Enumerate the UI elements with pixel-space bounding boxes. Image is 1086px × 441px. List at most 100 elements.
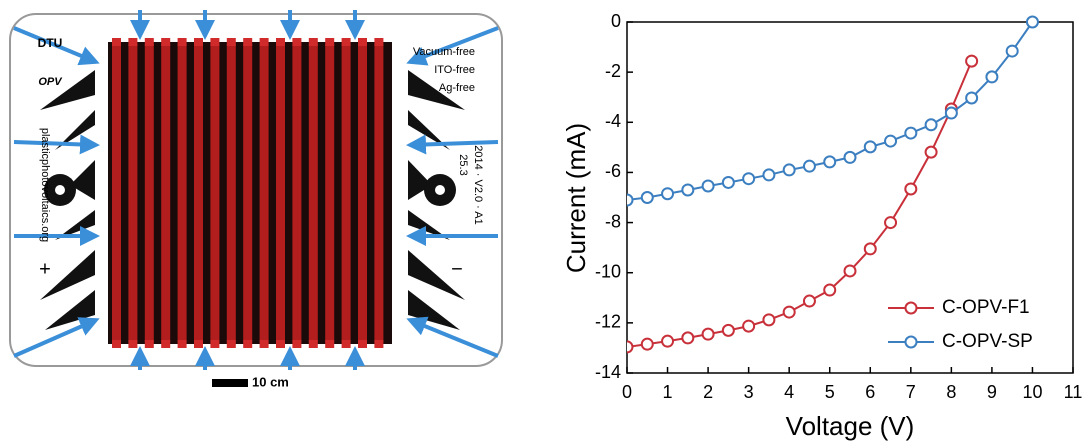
point — [924, 145, 938, 159]
point — [762, 168, 776, 182]
tab — [144, 38, 154, 46]
point — [802, 159, 816, 173]
point — [1005, 44, 1019, 58]
logo-sub: OPV — [38, 76, 63, 88]
plot-frame — [626, 21, 1074, 374]
tab — [161, 340, 171, 348]
minus: − — [451, 258, 463, 280]
tab — [243, 38, 253, 46]
x-tick-label: 4 — [784, 382, 794, 402]
y-tick-label: -6 — [605, 161, 621, 181]
point — [681, 183, 695, 197]
tab — [259, 38, 269, 46]
tab — [308, 340, 318, 348]
y-tick-label: -12 — [595, 312, 621, 332]
legend-marker — [904, 301, 918, 315]
x-axis-label: Voltage (V) — [786, 411, 915, 441]
x-tick-label: 2 — [703, 382, 713, 402]
x-tick-label: 6 — [865, 382, 875, 402]
scale-bar — [212, 379, 248, 387]
logo: DTU — [38, 36, 63, 50]
point — [742, 319, 756, 333]
point — [701, 179, 715, 193]
strip — [276, 44, 285, 342]
tab — [358, 38, 367, 46]
tab — [243, 340, 253, 348]
tab — [276, 340, 285, 348]
tab — [112, 38, 121, 46]
tab — [325, 38, 335, 46]
point — [904, 182, 918, 196]
point — [782, 163, 796, 177]
strip — [128, 44, 138, 342]
point — [924, 118, 938, 132]
version: 2014 · V2.0 · A1 — [472, 145, 484, 225]
strip — [292, 44, 302, 342]
arrows — [13, 10, 499, 370]
point — [782, 305, 796, 319]
y-tick-label: -2 — [605, 61, 621, 81]
strip — [210, 44, 220, 342]
plot-area — [627, 15, 1039, 354]
x-tick-label: 3 — [744, 382, 754, 402]
strip — [144, 44, 154, 342]
tab — [374, 340, 384, 348]
point — [863, 140, 877, 154]
point — [965, 91, 979, 105]
y-tick-label: 0 — [611, 11, 621, 31]
y-tick-label: -8 — [605, 211, 621, 231]
tab — [226, 38, 236, 46]
tab — [358, 340, 367, 348]
tab — [128, 38, 138, 46]
x-tick-label: 7 — [906, 382, 916, 402]
x-tick-label: 8 — [946, 382, 956, 402]
point — [640, 337, 654, 351]
tab — [292, 340, 302, 348]
tab — [210, 340, 220, 348]
feature: Ag-free — [439, 82, 475, 94]
chart: Current (mA) Voltage (V) 0 1 2 3 4 5 6 7 8 9 10 11 0… — [561, 11, 1082, 441]
y-tick-label: -10 — [595, 261, 621, 281]
tab — [112, 340, 121, 348]
tab — [374, 38, 384, 46]
spikes — [40, 70, 465, 330]
feature: ITO-free — [434, 64, 475, 76]
number: 25.3 — [457, 154, 469, 175]
module-photo: DTU OPV Vacuum-free ITO-free Ag-free pla… — [9, 10, 503, 389]
tab — [177, 340, 187, 348]
feature: Vacuum-free — [413, 46, 475, 58]
x-tick-label: 1 — [663, 382, 673, 402]
tab — [341, 340, 351, 348]
point — [884, 134, 898, 148]
strip — [243, 44, 253, 342]
point — [884, 216, 898, 230]
plus: + — [39, 258, 51, 280]
strip — [358, 44, 367, 342]
tab — [341, 38, 351, 46]
strip — [308, 44, 318, 342]
strip — [226, 44, 236, 342]
legend-label: C-OPV-F1 — [942, 297, 1030, 318]
point — [627, 193, 634, 207]
tab — [194, 340, 203, 348]
tab — [144, 340, 154, 348]
strip — [374, 44, 384, 342]
point — [742, 172, 756, 186]
strip — [194, 44, 203, 342]
tab — [276, 38, 285, 46]
x-tick-label: 5 — [825, 382, 835, 402]
tab — [325, 340, 335, 348]
point — [1025, 15, 1039, 29]
x-tick-label: 9 — [987, 382, 997, 402]
strip — [112, 44, 121, 342]
point — [802, 294, 816, 308]
x-tick-label: 0 — [622, 382, 632, 402]
point — [823, 283, 837, 297]
point — [627, 340, 634, 354]
point — [843, 264, 857, 278]
legend-marker — [904, 335, 918, 349]
point — [661, 187, 675, 201]
point — [965, 54, 979, 68]
point — [762, 313, 776, 327]
